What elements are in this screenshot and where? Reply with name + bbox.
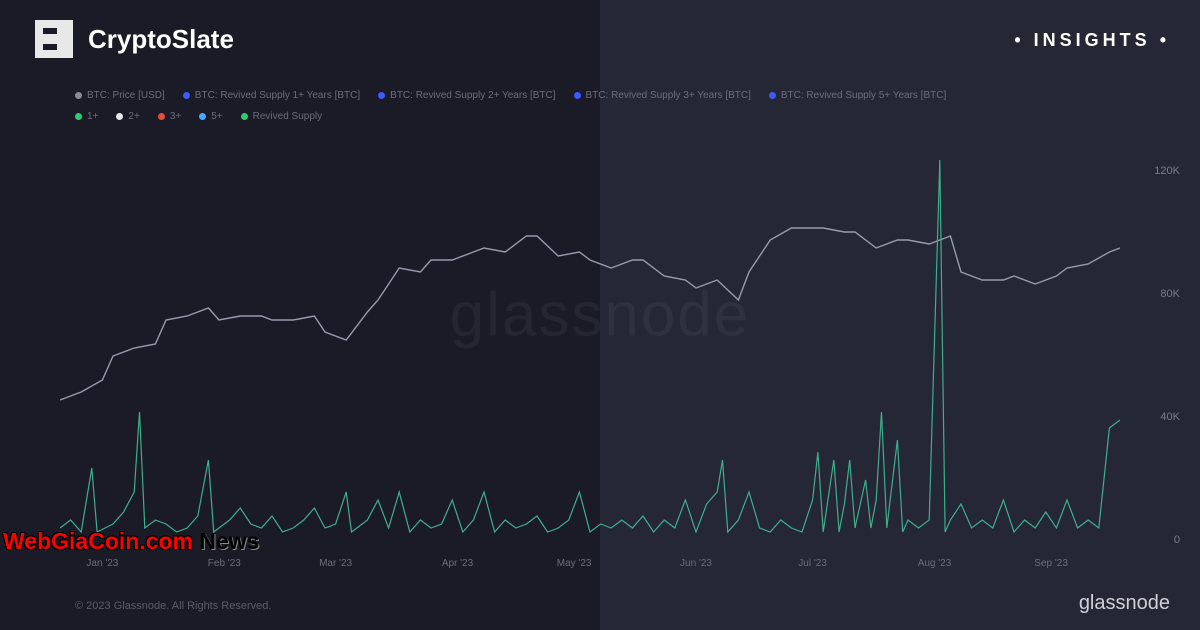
legend-dot-icon xyxy=(75,113,82,120)
legend-label: 5+ xyxy=(211,111,222,122)
legend-dot-icon xyxy=(75,92,82,99)
legend-item: 1+ xyxy=(75,111,98,122)
insights-label: INSIGHTS xyxy=(1014,30,1170,51)
legend-label: BTC: Revived Supply 1+ Years [BTC] xyxy=(195,90,360,101)
x-tick-label: Apr '23 xyxy=(442,558,473,569)
news-black-text: News xyxy=(193,528,259,554)
legend-label: BTC: Revived Supply 3+ Years [BTC] xyxy=(586,90,751,101)
legend-item: BTC: Revived Supply 5+ Years [BTC] xyxy=(769,90,946,101)
legend-item: BTC: Price [USD] xyxy=(75,90,165,101)
legend-label: BTC: Revived Supply 2+ Years [BTC] xyxy=(390,90,555,101)
copyright-text: © 2023 Glassnode. All Rights Reserved. xyxy=(75,600,271,612)
glassnode-logo: glassnode xyxy=(1079,592,1170,615)
x-tick-label: May '23 xyxy=(557,558,592,569)
legend-label: 3+ xyxy=(170,111,181,122)
x-tick-label: Jun '23 xyxy=(680,558,712,569)
chart-area xyxy=(60,140,1120,540)
legend-label: Revived Supply xyxy=(253,111,322,122)
legend-label: BTC: Price [USD] xyxy=(87,90,165,101)
x-tick-label: Jan '23 xyxy=(86,558,118,569)
legend-dot-icon xyxy=(183,92,190,99)
y-tick-label: 0 xyxy=(1174,534,1180,546)
price-line xyxy=(60,228,1120,400)
legend-item: BTC: Revived Supply 3+ Years [BTC] xyxy=(574,90,751,101)
legend-dot-icon xyxy=(241,113,248,120)
legend-dot-icon xyxy=(769,92,776,99)
legend-dot-icon xyxy=(574,92,581,99)
revived-supply-line xyxy=(60,160,1120,532)
legend-dot-icon xyxy=(378,92,385,99)
legend-item: 5+ xyxy=(199,111,222,122)
legend-row-2: 1+ 2+ 3+ 5+ Revived Supply xyxy=(75,111,1140,122)
legend-label: 2+ xyxy=(128,111,139,122)
cryptoslate-logo-icon xyxy=(35,20,73,58)
legend-label: 1+ xyxy=(87,111,98,122)
legend-dot-icon xyxy=(116,113,123,120)
legend-item: BTC: Revived Supply 1+ Years [BTC] xyxy=(183,90,360,101)
x-tick-label: Feb '23 xyxy=(208,558,241,569)
y-tick-label: 80K xyxy=(1160,288,1180,300)
x-tick-label: Jul '23 xyxy=(798,558,827,569)
legend-row-1: BTC: Price [USD] BTC: Revived Supply 1+ Y… xyxy=(75,90,1140,101)
x-axis: Jan '23 Feb '23 Mar '23 Apr '23 May '23 Jun '… xyxy=(60,558,1120,578)
x-tick-label: Aug '23 xyxy=(918,558,952,569)
y-tick-label: 40K xyxy=(1160,411,1180,423)
legend-item: 3+ xyxy=(158,111,181,122)
news-red-text: WebGiaCoin.com xyxy=(3,528,193,554)
y-axis: 040K80K120K xyxy=(1140,140,1180,540)
legend-item: Revived Supply xyxy=(241,111,322,122)
y-tick-label: 120K xyxy=(1154,165,1180,177)
x-tick-label: Mar '23 xyxy=(319,558,352,569)
x-tick-label: Sep '23 xyxy=(1034,558,1068,569)
chart-svg xyxy=(60,140,1120,540)
legend-dot-icon xyxy=(158,113,165,120)
legend-label: BTC: Revived Supply 5+ Years [BTC] xyxy=(781,90,946,101)
legend-dot-icon xyxy=(199,113,206,120)
news-watermark: WebGiaCoin.com News xyxy=(3,528,259,555)
header: CryptoSlate xyxy=(35,20,234,58)
legend-item: 2+ xyxy=(116,111,139,122)
brand-name: CryptoSlate xyxy=(88,24,234,55)
legend-item: BTC: Revived Supply 2+ Years [BTC] xyxy=(378,90,555,101)
chart-legend: BTC: Price [USD] BTC: Revived Supply 1+ Y… xyxy=(75,90,1140,132)
